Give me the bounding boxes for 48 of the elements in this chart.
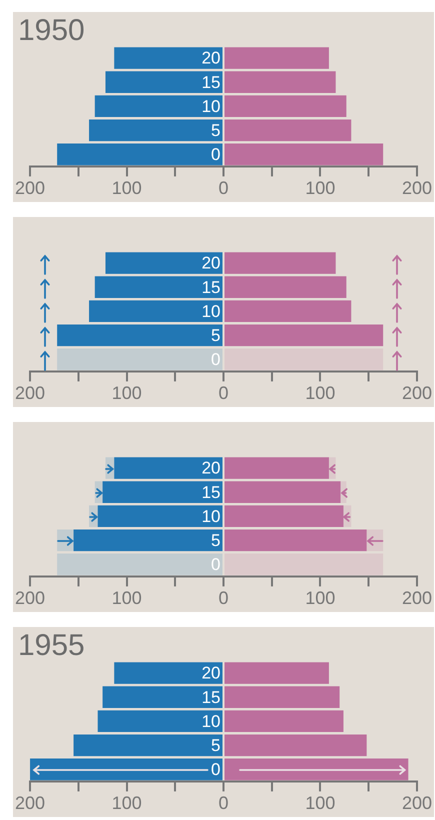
y-tick-label: 10 [202,302,220,321]
x-tick-label: 200 [402,588,432,608]
x-tick-label: 100 [112,793,142,814]
y-tick-label: 5 [211,736,220,755]
y-tick-label: 10 [202,96,220,116]
x-tick-label: 100 [112,178,142,198]
bar [224,481,341,503]
chart-title: 1950 [18,14,85,47]
y-tick-label: 20 [202,254,220,273]
y-tick-label: 10 [202,506,220,526]
y-tick-label: 0 [211,760,220,780]
bar [224,457,329,479]
y-tick-label: 10 [202,712,220,731]
x-tick-label: 100 [112,588,142,608]
y-tick-label: 5 [211,326,220,345]
x-tick-label: 200 [402,793,432,814]
y-tick-label: 20 [202,48,220,68]
x-tick-label: 200 [14,383,46,404]
bar [57,554,222,576]
y-tick-label: 5 [211,120,220,140]
x-tick-label: 100 [112,383,142,404]
y-tick-label: 15 [202,72,220,92]
x-tick-label: 200 [14,588,46,608]
x-tick-label: 100 [305,178,336,198]
y-tick-label: 15 [202,278,220,297]
bar [114,457,222,479]
x-tick-label: 200 [402,383,432,404]
chart-title: 1955 [18,629,85,662]
x-tick-label: 100 [305,383,336,404]
bar [102,481,222,503]
y-tick-label: 0 [211,555,220,574]
y-tick-label: 15 [202,688,220,707]
x-tick-label: 100 [305,588,336,608]
x-tick-label: 200 [402,178,432,198]
x-tick-label: 100 [305,793,336,814]
bar [224,529,367,552]
x-tick-label: 200 [14,793,46,814]
bar [224,505,344,528]
y-tick-label: 5 [211,530,220,550]
bar [74,529,222,552]
y-tick-label: 0 [211,350,220,370]
bar [98,505,222,528]
bar [224,554,384,576]
y-tick-label: 20 [202,664,220,683]
y-tick-label: 20 [202,458,220,478]
x-tick-label: 200 [14,178,46,198]
y-tick-label: 0 [211,145,220,164]
y-tick-label: 15 [202,482,220,502]
